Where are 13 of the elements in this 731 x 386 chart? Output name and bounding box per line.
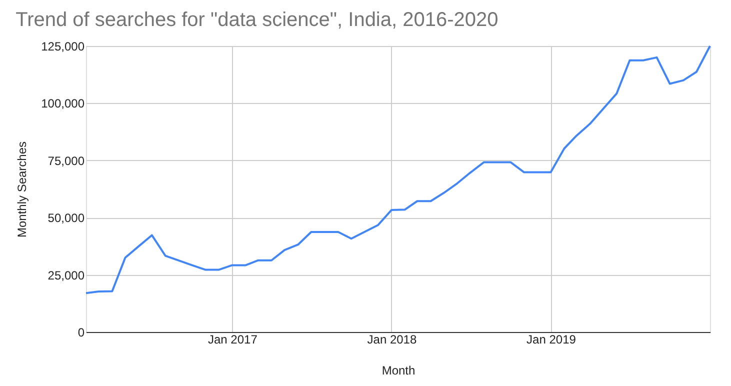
y-tick-label: 75,000 bbox=[48, 154, 85, 168]
y-axis-title: Monthly Searches bbox=[15, 141, 30, 238]
x-tick-label: Jan 2017 bbox=[208, 332, 258, 346]
y-tick-label: 125,000 bbox=[41, 40, 85, 54]
y-tick-label: 25,000 bbox=[48, 268, 85, 282]
y-tick-label: 100,000 bbox=[41, 96, 85, 111]
x-tick-label: Jan 2018 bbox=[367, 332, 417, 346]
y-tick-label: 50,000 bbox=[48, 211, 85, 226]
x-axis-title: Month bbox=[382, 364, 416, 378]
chart-title: Trend of searches for "data science", India, 2016-2020 bbox=[16, 9, 498, 31]
y-tick-label: 0 bbox=[78, 326, 85, 340]
line-series bbox=[85, 45, 711, 294]
x-tick-label: Jan 2019 bbox=[526, 332, 576, 346]
